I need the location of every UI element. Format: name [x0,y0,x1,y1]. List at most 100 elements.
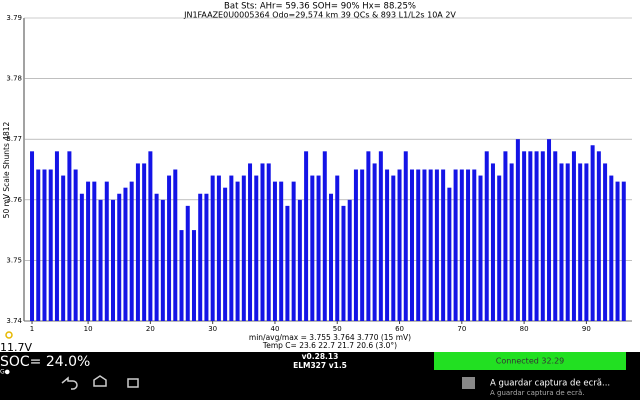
bar [279,181,284,321]
bar [522,151,527,321]
bar [223,187,228,321]
bar [248,163,253,321]
bar [353,169,358,321]
bar [129,181,134,321]
bar [466,169,471,321]
bar [559,163,564,321]
y-tick-label: 3.75 [6,256,22,264]
bar [615,181,620,321]
bar [341,205,346,321]
x-tick-label: 10 [84,325,93,333]
bar [515,139,520,321]
bar [565,163,570,321]
bar [596,151,601,321]
bar [409,169,414,321]
bar [61,175,66,321]
bar [179,230,184,321]
bar [478,175,483,321]
bar [503,151,508,321]
bar [397,169,402,321]
bar [167,175,172,321]
bar [235,181,240,321]
bar [497,175,502,321]
bar [254,175,259,321]
back-button[interactable] [61,376,78,390]
bar [272,181,277,321]
bar [621,181,626,321]
bar [48,169,53,321]
status-icons: G● [0,369,10,376]
bar [316,175,321,321]
bar [590,145,595,321]
bar [609,175,614,321]
bar [447,187,452,321]
bar [241,175,246,321]
bar [285,205,290,321]
bar [528,151,533,321]
bar [347,199,352,321]
bar [484,151,489,321]
notification-icon [462,377,475,389]
connect-button[interactable] [434,352,626,370]
bar [73,169,78,321]
bar [490,163,495,321]
x-tick-label: 50 [333,325,342,333]
x-tick-label: 90 [582,325,591,333]
adapter: ELM327 v1.5 [293,361,347,370]
bar [540,151,545,321]
x-tick-label: 30 [208,325,217,333]
bar [310,175,315,321]
bar [160,199,165,321]
y-tick-label: 3.77 [6,135,22,143]
bar [603,163,608,321]
x-tick-label: 80 [520,325,529,333]
bar [291,181,296,321]
notification-title[interactable]: A guardar captura de ecrã... [490,379,610,389]
x-tick-label: 60 [395,325,404,333]
bar [459,169,464,321]
connect-button-label[interactable]: Connected 32.29 [496,357,565,366]
bar [86,181,91,321]
y-tick-label: 3.78 [6,75,22,83]
notification-text[interactable]: A guardar captura de ecrã. [490,389,584,397]
bar [191,230,196,321]
soc: SOC= 24.0% [0,354,90,370]
bar [329,193,334,321]
recent-button[interactable] [127,378,139,388]
bar [428,169,433,321]
bar [36,169,41,321]
bar [403,151,408,321]
voltage: 11.7V [0,341,32,354]
y-tick-label: 3.79 [6,14,22,22]
bar [322,151,327,321]
bar [79,193,84,321]
bar [360,169,365,321]
y-axis-label: 50 mV Scale Shunts 4812 [2,121,11,218]
bar [260,163,265,321]
y-tick-label: 3.76 [6,196,22,204]
bar [185,205,190,321]
bar [204,193,209,321]
bar [135,163,140,321]
bar [154,193,159,321]
bar [385,169,390,321]
bar [92,181,97,321]
bar [198,193,203,321]
bar [441,169,446,321]
bar [42,169,47,321]
home-button[interactable] [93,375,107,387]
gps-icon [5,331,13,339]
bar [553,151,558,321]
bar [266,163,271,321]
bar [416,169,421,321]
bar [297,199,302,321]
annotation: Temp C= 23.6 22.7 21.7 20.6 (3.0°) [262,341,397,350]
y-tick-label: 3.74 [6,317,22,325]
bar [584,163,589,321]
bar [534,151,539,321]
chart-title: Bat Sts: AHr= 59.36 SOH= 90% Hx= 88.25% [224,2,416,12]
bar [123,187,128,321]
bar [117,193,122,321]
